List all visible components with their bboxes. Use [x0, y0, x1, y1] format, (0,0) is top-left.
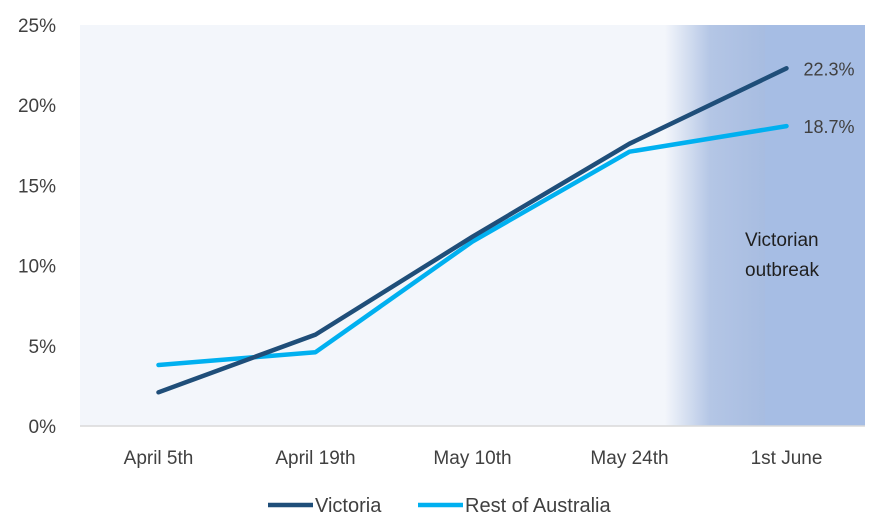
x-axis-ticks: April 5th April 19th May 10th May 24th 1st J… — [124, 448, 823, 469]
annotation-line-1: Victorian — [745, 230, 819, 251]
y-tick-label: 20% — [18, 96, 56, 117]
x-tick-label: 1st June — [751, 448, 823, 469]
y-tick-label: 10% — [18, 257, 56, 278]
data-labels: 22.3% 18.7% — [804, 59, 855, 137]
x-tick-label: April 19th — [275, 448, 355, 469]
data-label-victoria: 22.3% — [804, 59, 855, 79]
legend-label-rest-of-australia: Rest of Australia — [465, 495, 612, 517]
series-line-victoria — [156, 66, 789, 395]
y-tick-label: 25% — [18, 16, 56, 37]
y-tick-label: 5% — [29, 337, 57, 358]
y-tick-label: 0% — [29, 417, 57, 438]
x-tick-label: May 24th — [590, 448, 668, 469]
x-tick-label: April 5th — [124, 448, 194, 469]
series-lines — [156, 66, 789, 395]
x-tick-label: May 10th — [433, 448, 511, 469]
annotation-line-2: outbreak — [745, 260, 819, 281]
outbreak-shade — [765, 25, 865, 426]
y-tick-label: 15% — [18, 176, 56, 197]
outbreak-shade-gradient — [665, 25, 765, 426]
data-label-rest-of-australia: 18.7% — [804, 117, 855, 137]
y-axis-ticks: 0% 5% 10% 15% 20% 25% — [18, 16, 56, 438]
legend: Victoria Rest of Australia — [268, 495, 612, 517]
series-line-rest-of-australia — [156, 123, 789, 368]
legend-label-victoria: Victoria — [315, 495, 382, 517]
